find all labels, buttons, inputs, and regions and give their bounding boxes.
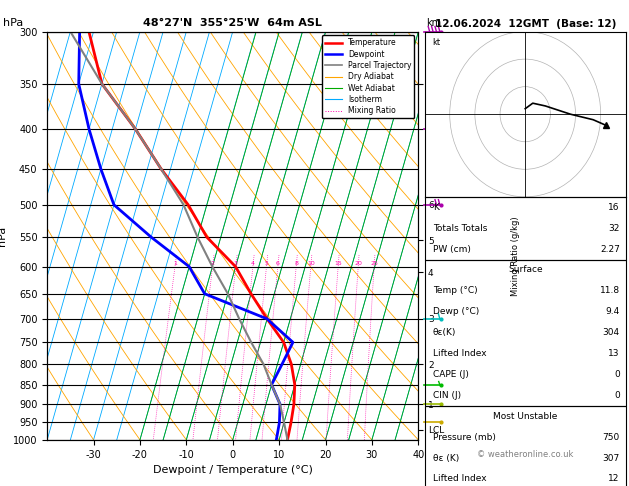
Text: 15: 15: [334, 260, 342, 265]
Text: km: km: [426, 17, 441, 28]
Text: 9.4: 9.4: [606, 307, 620, 316]
Text: hPa: hPa: [3, 17, 23, 28]
Bar: [425, 406, 626, 486]
Text: 2.27: 2.27: [600, 244, 620, 254]
Text: 20: 20: [354, 260, 362, 265]
Bar: [425, 260, 626, 406]
Text: Totals Totals: Totals Totals: [433, 224, 487, 233]
X-axis label: Dewpoint / Temperature (°C): Dewpoint / Temperature (°C): [153, 465, 313, 475]
Text: 10: 10: [307, 260, 314, 265]
Text: 1: 1: [173, 260, 177, 265]
Text: 25: 25: [370, 260, 378, 265]
Text: 750: 750: [603, 433, 620, 442]
Text: 12.06.2024  12GMT  (Base: 12): 12.06.2024 12GMT (Base: 12): [435, 19, 616, 29]
Text: Lifted Index: Lifted Index: [433, 349, 486, 358]
Text: Most Unstable: Most Unstable: [493, 412, 557, 421]
Text: 304: 304: [603, 328, 620, 337]
Text: 0: 0: [614, 391, 620, 400]
Text: Surface: Surface: [508, 265, 543, 275]
Text: 12: 12: [608, 474, 620, 484]
Text: 4: 4: [251, 260, 255, 265]
Text: PW (cm): PW (cm): [433, 244, 470, 254]
Y-axis label: hPa: hPa: [0, 226, 8, 246]
Text: 32: 32: [608, 224, 620, 233]
Text: kt: kt: [432, 38, 440, 47]
Text: 2: 2: [211, 260, 214, 265]
Text: 11.8: 11.8: [599, 286, 620, 295]
Text: Temp (°C): Temp (°C): [433, 286, 477, 295]
Text: Lifted Index: Lifted Index: [433, 474, 486, 484]
Text: Pressure (mb): Pressure (mb): [433, 433, 496, 442]
Text: 6: 6: [276, 260, 280, 265]
Text: θε(K): θε(K): [433, 328, 456, 337]
Text: © weatheronline.co.uk: © weatheronline.co.uk: [477, 450, 574, 459]
Text: 16: 16: [608, 203, 620, 212]
Text: CAPE (J): CAPE (J): [433, 370, 469, 379]
Legend: Temperature, Dewpoint, Parcel Trajectory, Dry Adiabat, Wet Adiabat, Isotherm, Mi: Temperature, Dewpoint, Parcel Trajectory…: [322, 35, 415, 118]
Text: Dewp (°C): Dewp (°C): [433, 307, 479, 316]
Text: 0: 0: [614, 370, 620, 379]
Text: 307: 307: [603, 453, 620, 463]
Text: CIN (J): CIN (J): [433, 391, 461, 400]
Title: 48°27'N  355°25'W  64m ASL: 48°27'N 355°25'W 64m ASL: [143, 18, 322, 28]
Text: 13: 13: [608, 349, 620, 358]
Text: Mixing Ratio (g/kg): Mixing Ratio (g/kg): [511, 216, 520, 296]
Text: K: K: [433, 203, 438, 212]
Text: θε (K): θε (K): [433, 453, 459, 463]
Text: 3: 3: [234, 260, 238, 265]
Bar: [425, 197, 626, 260]
Text: 8: 8: [294, 260, 298, 265]
Text: ASL: ASL: [426, 44, 444, 54]
Text: 5: 5: [265, 260, 269, 265]
